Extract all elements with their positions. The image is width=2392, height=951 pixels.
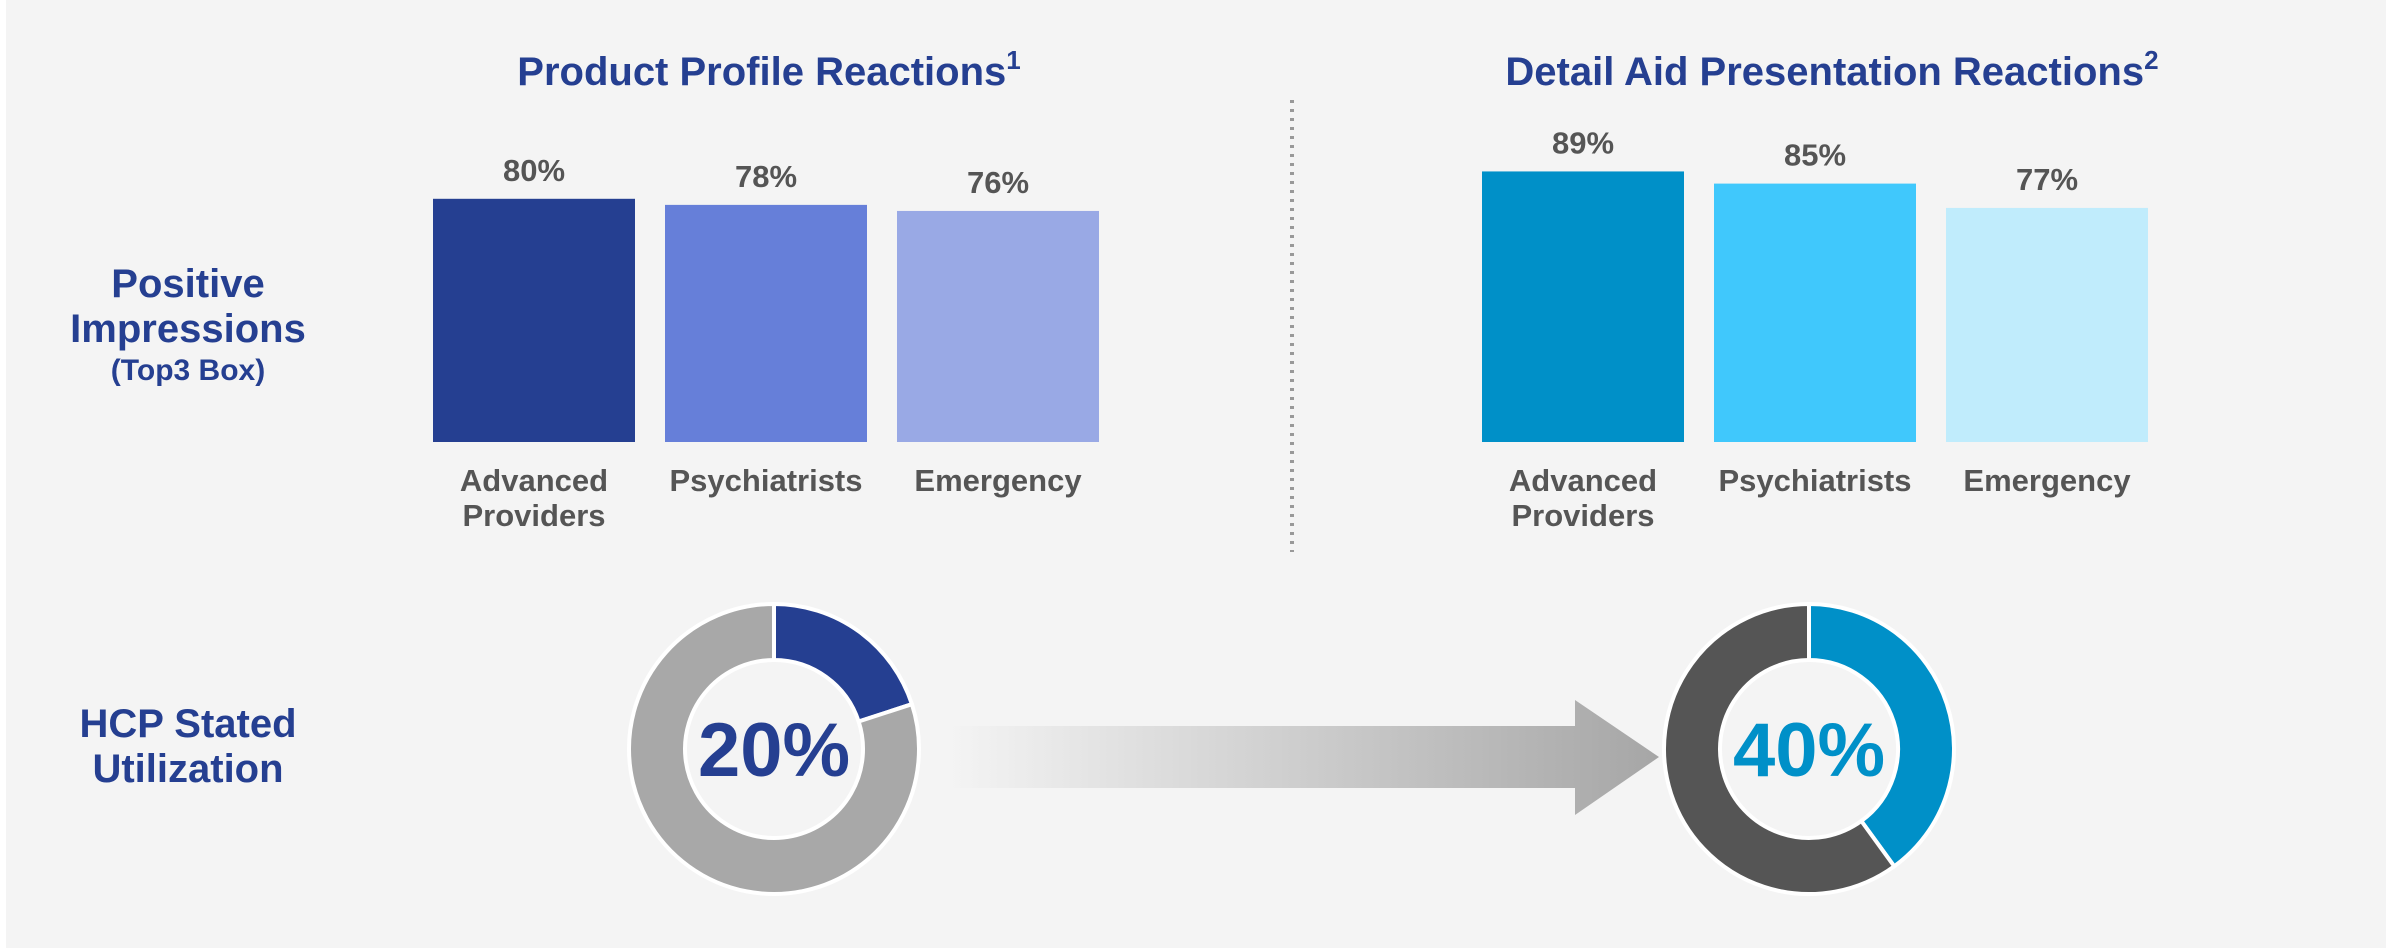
title-text: Product Profile Reactions [517, 50, 1006, 94]
title-text: Detail Aid Presentation Reactions [1505, 50, 2144, 94]
category-label: Emergency [1963, 463, 2131, 498]
chart-title: Product Profile Reactions1 [517, 45, 1020, 94]
bar [665, 204, 867, 442]
title-footnote: 1 [1006, 45, 1020, 75]
category-label: Emergency [914, 463, 1082, 498]
bar [1714, 183, 1916, 442]
value-label: 89% [1552, 125, 1614, 160]
category-label: Advanced Providers [1508, 463, 1658, 533]
title-footnote: 2 [2144, 45, 2158, 75]
donut-label: 40% [1733, 708, 1885, 793]
donut-label: 20% [698, 708, 850, 793]
donut-segment [627, 601, 921, 896]
value-label: 76% [967, 165, 1029, 200]
bar [433, 198, 635, 442]
category-label: Advanced Providers [459, 463, 609, 533]
bar [1946, 207, 2148, 442]
donut-segment [1662, 601, 1898, 896]
value-label: 78% [735, 159, 797, 194]
bar [897, 210, 1099, 442]
category-label: Psychiatrists [669, 463, 863, 498]
row-label: HCP Stated Utilization [79, 702, 297, 791]
row-sublabel: (Top3 Box) [110, 354, 266, 387]
arrow [948, 700, 1659, 815]
bar [1482, 171, 1684, 442]
row-label: Positive Impressions [70, 262, 306, 351]
value-label: 85% [1784, 138, 1846, 173]
donut-segment [1807, 601, 1956, 870]
background [6, 0, 2386, 948]
value-label: 77% [2016, 162, 2078, 197]
chart-title: Detail Aid Presentation Reactions2 [1505, 45, 2158, 94]
value-label: 80% [503, 153, 565, 188]
category-label: Psychiatrists [1718, 463, 1912, 498]
